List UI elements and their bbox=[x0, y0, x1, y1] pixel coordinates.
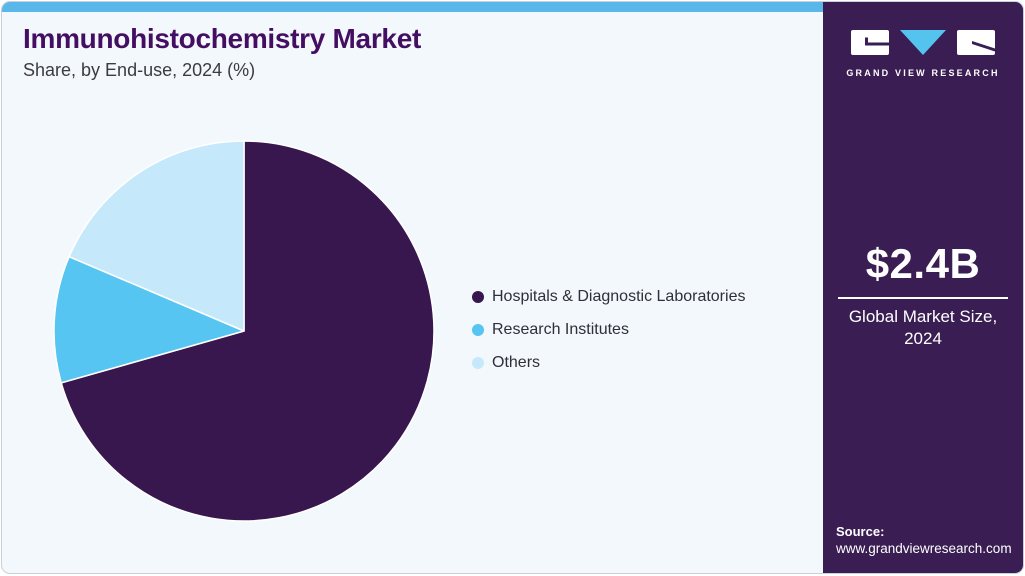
header: Immunohistochemistry Market Share, by En… bbox=[23, 23, 421, 81]
pie-slice bbox=[60, 140, 435, 522]
legend-item-hospitals: Hospitals & Diagnostic Laboratories bbox=[472, 286, 745, 307]
legend-item-research-institutes: Research Institutes bbox=[472, 319, 745, 340]
legend-label: Hospitals & Diagnostic Laboratories bbox=[492, 287, 746, 305]
page-subtitle: Share, by End-use, 2024 (%) bbox=[23, 59, 256, 80]
legend-swatch-hospitals bbox=[472, 290, 484, 303]
legend-swatch-research-institutes bbox=[472, 323, 484, 336]
brand-name: GRAND VIEW RESEARCH bbox=[846, 68, 1000, 78]
pie-chart bbox=[53, 140, 435, 522]
legend-swatch-others bbox=[472, 356, 484, 369]
market-size-value: $2.4B bbox=[865, 240, 981, 287]
chart-legend: Hospitals & Diagnostic Laboratories Rese… bbox=[472, 286, 745, 373]
legend-label: Others bbox=[492, 353, 541, 371]
pie-slice bbox=[53, 255, 245, 384]
source-block: Source: www.grandviewresearch.com bbox=[836, 524, 1012, 556]
top-accent-strip bbox=[2, 2, 1023, 12]
legend-label: Research Institutes bbox=[492, 320, 629, 338]
gvr-logo-icon bbox=[851, 30, 995, 55]
source-label: Source: bbox=[836, 524, 885, 539]
market-size-divider bbox=[838, 297, 1008, 299]
brand-logo-block: GRAND VIEW RESEARCH bbox=[823, 29, 1023, 78]
pie-slice bbox=[68, 140, 245, 332]
brand-sidebar: GRAND VIEW RESEARCH $2.4B Global Market … bbox=[823, 2, 1023, 573]
market-size-block: $2.4B Global Market Size, 2024 bbox=[823, 240, 1023, 350]
source-url[interactable]: www.grandviewresearch.com bbox=[836, 541, 1012, 556]
market-size-label: Global Market Size, 2024 bbox=[848, 307, 998, 349]
pie-chart-container bbox=[52, 139, 436, 523]
page-title: Immunohistochemistry Market bbox=[23, 23, 421, 54]
legend-item-others: Others bbox=[472, 352, 745, 373]
